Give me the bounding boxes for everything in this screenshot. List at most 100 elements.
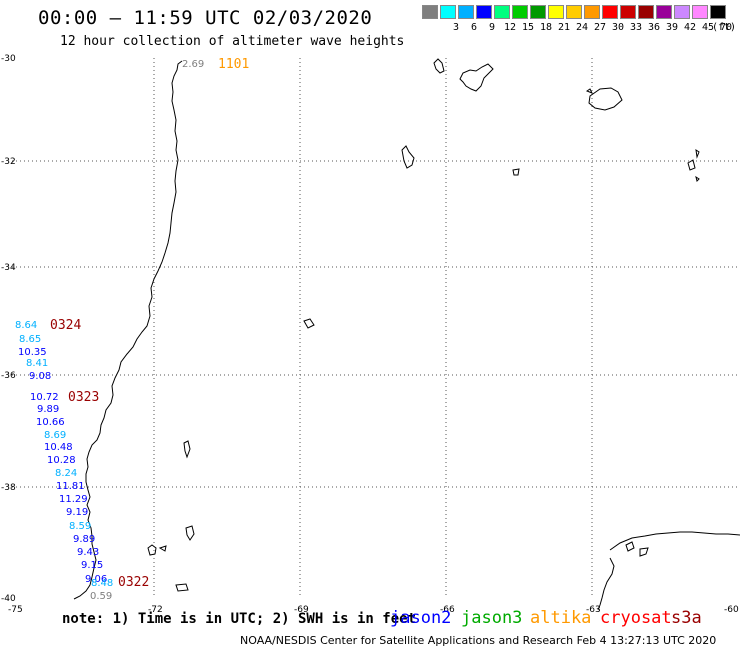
chiloe-island <box>147 544 157 556</box>
legend-swatch <box>638 5 654 19</box>
legend-label: 9 <box>488 22 496 33</box>
wave-height-label: 10.28 <box>47 455 76 466</box>
wave-height-label: 8.64 <box>15 320 37 331</box>
satellite-name: cryosat <box>600 608 672 628</box>
legend-label: 70 <box>719 22 733 33</box>
lat-label: -34 <box>1 263 16 273</box>
pass-time-label: 1101 <box>218 57 249 72</box>
lagoon <box>588 87 623 111</box>
wave-height-label: 8.48 <box>91 578 113 589</box>
legend-swatch <box>422 5 438 19</box>
estuary <box>609 531 740 551</box>
wave-height-label: 9.89 <box>73 534 95 545</box>
legend-swatch <box>602 5 618 19</box>
legend-swatch <box>548 5 564 19</box>
wave-height-label: 10.66 <box>36 417 65 428</box>
legend-label: 30 <box>611 22 625 33</box>
island-juan-fernandez <box>303 318 315 329</box>
pass-time-label: 0323 <box>68 390 99 405</box>
pass-time-label: 0322 <box>118 575 149 590</box>
lon-label: -72 <box>148 605 163 615</box>
satellite-name: altika <box>530 608 592 628</box>
wave-height-values: 2.698.648.6510.358.419.0810.729.8910.668… <box>15 59 204 602</box>
island-d <box>175 583 189 592</box>
legend-label: 3 <box>452 22 460 33</box>
lake-d <box>687 159 696 171</box>
legend-swatch <box>584 5 600 19</box>
lat-label: -38 <box>1 483 16 493</box>
legend-label: 33 <box>629 22 643 33</box>
legend-swatch <box>566 5 582 19</box>
wave-height-label: 10.35 <box>18 347 47 358</box>
legend-label: 27 <box>593 22 607 33</box>
legend-label: 45 <box>701 22 715 33</box>
legend-swatch <box>440 5 456 19</box>
wave-height-label: 2.69 <box>182 59 204 70</box>
wave-height-label: 9.19 <box>66 507 88 518</box>
lon-label: -69 <box>294 605 309 615</box>
axis-labels: -30 -32 -34 -36 -38 -40-75 -72 -69 -66 -63 -60 <box>1 54 739 615</box>
legend-swatch <box>530 5 546 19</box>
wave-height-label: 8.41 <box>26 358 48 369</box>
wave-height-label: 9.15 <box>81 560 103 571</box>
wave-height-label: 9.06 <box>85 574 107 585</box>
wave-height-label: 11.29 <box>59 494 88 505</box>
chile-coastline <box>73 60 183 600</box>
lat-label: -36 <box>1 371 16 381</box>
legend-label: 15 <box>521 22 535 33</box>
wave-height-label: 8.59 <box>69 521 91 532</box>
legend-swatch <box>692 5 708 19</box>
lake-b <box>401 145 415 169</box>
legend-swatch <box>494 5 510 19</box>
legend-swatch <box>512 5 528 19</box>
lat-label: -30 <box>1 54 16 64</box>
legend-label: 24 <box>575 22 589 33</box>
footer-note: note: 1) Time is in UTC; 2) SWH is in fe… <box>62 611 417 627</box>
legend-swatch <box>710 5 726 19</box>
island-a <box>158 545 167 552</box>
lon-label: -66 <box>440 605 455 615</box>
wave-height-label: 9.89 <box>37 404 59 415</box>
wave-height-label: 9.43 <box>77 547 99 558</box>
lake-c <box>512 168 520 176</box>
lat-label: -40 <box>1 594 16 604</box>
estuary-south <box>639 547 649 557</box>
wave-height-label: 10.72 <box>30 392 59 403</box>
legend-unit: (ft) <box>712 22 737 33</box>
legend-label: 6 <box>470 22 478 33</box>
map-subtitle: 12 hour collection of altimeter wave hei… <box>60 34 405 49</box>
wave-height-label: 0.59 <box>90 591 112 602</box>
argentina-coast-ne <box>459 63 494 92</box>
graticule <box>8 58 738 598</box>
legend-swatch <box>674 5 690 19</box>
wave-height-label: 8.24 <box>55 468 77 479</box>
lake-a <box>433 58 445 74</box>
lon-label: -63 <box>586 605 601 615</box>
lat-label: -32 <box>1 157 16 167</box>
wave-height-label: 8.65 <box>19 334 41 345</box>
satellite-name: jason3 <box>461 608 523 628</box>
wave-height-label: 10.48 <box>44 442 73 453</box>
coast-se <box>597 557 615 611</box>
satellite-name: jason2 <box>390 608 452 628</box>
legend-swatch <box>458 5 474 19</box>
legend-swatch <box>476 5 492 19</box>
map-title: 00:00 – 11:59 UTC 02/03/2020 <box>38 7 373 29</box>
legend-label: 42 <box>683 22 697 33</box>
lon-label: -60 <box>724 605 739 615</box>
legend-label: 39 <box>665 22 679 33</box>
legend-label: 18 <box>539 22 553 33</box>
island-c <box>183 440 191 459</box>
bay-islet <box>585 88 594 94</box>
legend-swatch <box>620 5 636 19</box>
wave-height-label: 9.08 <box>29 371 51 382</box>
credit-line: NOAA/NESDIS Center for Satellite Applica… <box>240 634 717 647</box>
pass-time-label: 0324 <box>50 318 81 333</box>
wave-height-label: 8.69 <box>44 430 66 441</box>
lake-e <box>695 148 700 159</box>
coastline <box>73 58 740 611</box>
wave-height-label: 11.81 <box>56 481 85 492</box>
lon-label: -75 <box>8 605 23 615</box>
legend-swatch <box>656 5 672 19</box>
